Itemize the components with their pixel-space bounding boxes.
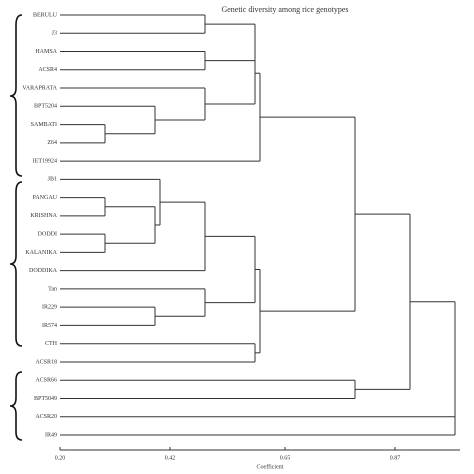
leaf-label: BPT5204	[34, 104, 57, 110]
leaf-label: BPT5049	[34, 396, 57, 402]
leaf-label: PANGAU	[33, 195, 58, 201]
group-brace	[9, 14, 23, 177]
leaf-label: J3	[52, 31, 57, 37]
leaf-label: IR229	[42, 305, 57, 311]
leaf-label: KALANIKA	[25, 250, 57, 256]
leaf-label: IET19924	[33, 158, 57, 164]
leaf-label: JB1	[48, 177, 57, 183]
leaf-label: DODDIKA	[29, 268, 58, 274]
leaf-label: KRISHNA	[30, 213, 57, 219]
group-brace	[9, 181, 23, 347]
leaf-label: ACSR18	[35, 359, 57, 365]
leaf-label: ACSR20	[35, 414, 57, 420]
chart-title: Genetic diversity among rice genotypes	[221, 5, 348, 14]
leaf-label: ACSR4	[38, 67, 57, 73]
leaf-label: ACSR66	[35, 378, 57, 384]
x-tick-label: 0.65	[280, 455, 291, 461]
leaf-label: DODDI	[38, 232, 57, 238]
leaf-label: HAMSA	[35, 49, 57, 55]
x-tick-label: 0.20	[55, 455, 66, 461]
leaf-label: Tan	[48, 286, 57, 292]
group-brace	[9, 371, 23, 441]
x-axis-label: Coefficient	[257, 463, 284, 470]
x-tick-label: 0.87	[390, 455, 401, 461]
leaf-label: SAMBATI	[31, 122, 57, 128]
leaf-label: CTH	[45, 341, 58, 347]
leaf-label: IR49	[45, 432, 57, 438]
leaf-label: VARAPRATA	[22, 85, 57, 91]
x-tick-label: 0.42	[165, 455, 176, 461]
leaf-label: IR574	[42, 323, 57, 329]
leaf-label: BERULU	[33, 12, 58, 18]
leaf-label: Z64	[47, 140, 57, 146]
